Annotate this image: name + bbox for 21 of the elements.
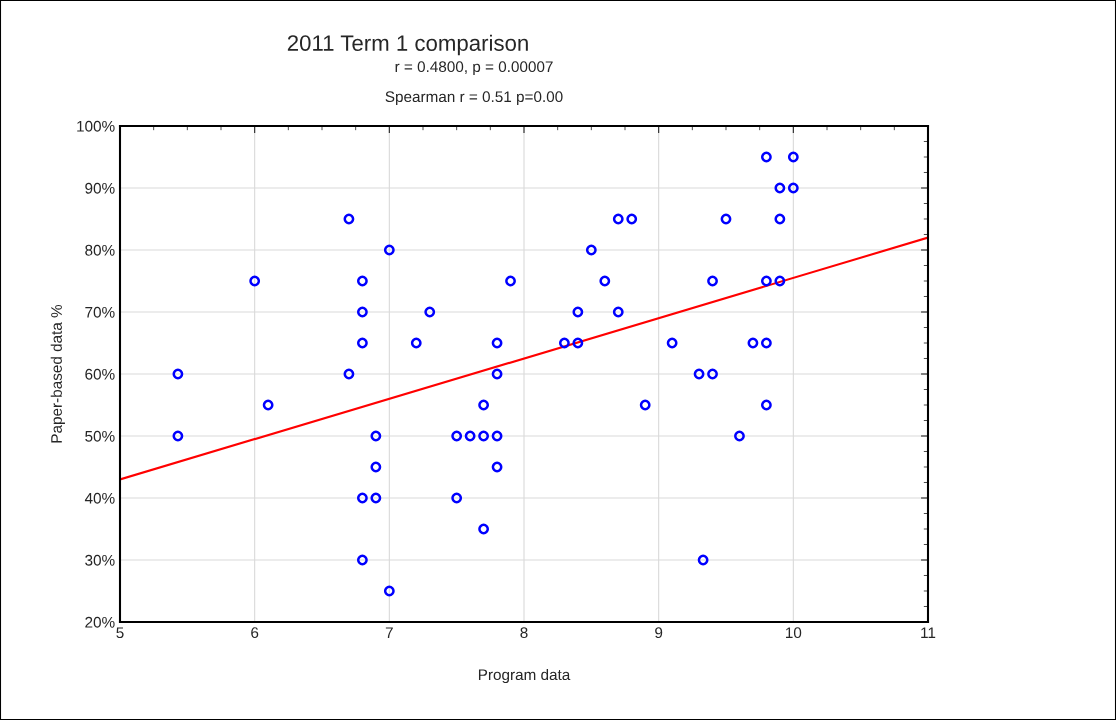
y-tick-label: 30% [85, 554, 115, 566]
y-tick-label: 70% [85, 306, 115, 318]
y-tick-label: 50% [85, 430, 115, 442]
x-axis-title: Program data [478, 668, 571, 684]
x-tick-label: 9 [655, 627, 663, 639]
text: Spearman r = 0.51 p=0.00 [385, 91, 563, 106]
y-tick-label: 100% [77, 120, 115, 132]
y-tick-label: 40% [84, 492, 115, 504]
x-tick-label: 7 [385, 627, 393, 638]
y-tick-label: 20% [85, 616, 115, 628]
x-tick-label: 11 [921, 627, 936, 638]
y-tick-label: 80% [85, 244, 115, 256]
x-tick-label: 8 [520, 627, 528, 639]
x-tick-label: 10 [786, 627, 802, 639]
y-tick-label: 90% [85, 182, 115, 194]
x-tick-label: 6 [251, 627, 259, 639]
y-axis-title: Paper-based data % [50, 304, 65, 443]
chart-title: 2011 Term 1 comparison [287, 34, 528, 56]
x-tick-label: 5 [116, 627, 124, 639]
chart-subtitle: r = 0.4800, p = 0.00007 [395, 61, 553, 76]
y-tick-label: 60% [85, 368, 115, 380]
